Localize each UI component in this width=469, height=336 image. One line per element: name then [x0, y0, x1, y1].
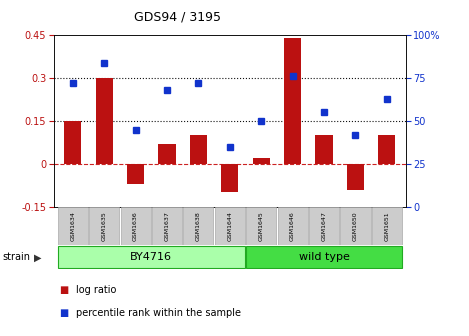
Text: BY4716: BY4716	[130, 252, 172, 262]
FancyBboxPatch shape	[183, 207, 213, 245]
Text: wild type: wild type	[299, 252, 349, 262]
Bar	[159, 144, 175, 164]
FancyBboxPatch shape	[58, 207, 88, 245]
FancyBboxPatch shape	[121, 207, 151, 245]
Text: GSM1645: GSM1645	[259, 211, 264, 241]
Bar	[347, 164, 364, 190]
FancyBboxPatch shape	[152, 207, 182, 245]
FancyBboxPatch shape	[89, 207, 119, 245]
Bar	[64, 121, 82, 164]
Bar	[221, 164, 238, 192]
Text: GSM1647: GSM1647	[322, 211, 326, 241]
Text: ■: ■	[59, 308, 68, 318]
FancyBboxPatch shape	[58, 247, 245, 268]
Text: GSM1635: GSM1635	[102, 211, 106, 241]
Text: log ratio: log ratio	[76, 285, 117, 295]
FancyBboxPatch shape	[215, 207, 245, 245]
FancyBboxPatch shape	[340, 207, 371, 245]
Bar	[315, 135, 333, 164]
Text: GDS94 / 3195: GDS94 / 3195	[134, 10, 220, 23]
FancyBboxPatch shape	[278, 207, 308, 245]
Text: GSM1638: GSM1638	[196, 211, 201, 241]
Bar	[284, 38, 301, 164]
Bar	[253, 158, 270, 164]
Text: GSM1651: GSM1651	[384, 211, 389, 241]
Text: percentile rank within the sample: percentile rank within the sample	[76, 308, 242, 318]
Text: strain: strain	[2, 252, 30, 262]
Text: ■: ■	[59, 285, 68, 295]
Text: GSM1634: GSM1634	[70, 211, 76, 241]
Bar	[190, 135, 207, 164]
Text: GSM1646: GSM1646	[290, 211, 295, 241]
Bar	[378, 135, 395, 164]
FancyBboxPatch shape	[309, 207, 339, 245]
Text: GSM1644: GSM1644	[227, 211, 232, 241]
Bar	[127, 164, 144, 184]
Bar	[96, 78, 113, 164]
Text: GSM1636: GSM1636	[133, 211, 138, 241]
FancyBboxPatch shape	[246, 247, 402, 268]
Text: ▶: ▶	[34, 252, 41, 262]
Text: GSM1637: GSM1637	[165, 211, 169, 241]
Text: GSM1650: GSM1650	[353, 211, 358, 241]
FancyBboxPatch shape	[372, 207, 402, 245]
FancyBboxPatch shape	[246, 207, 276, 245]
